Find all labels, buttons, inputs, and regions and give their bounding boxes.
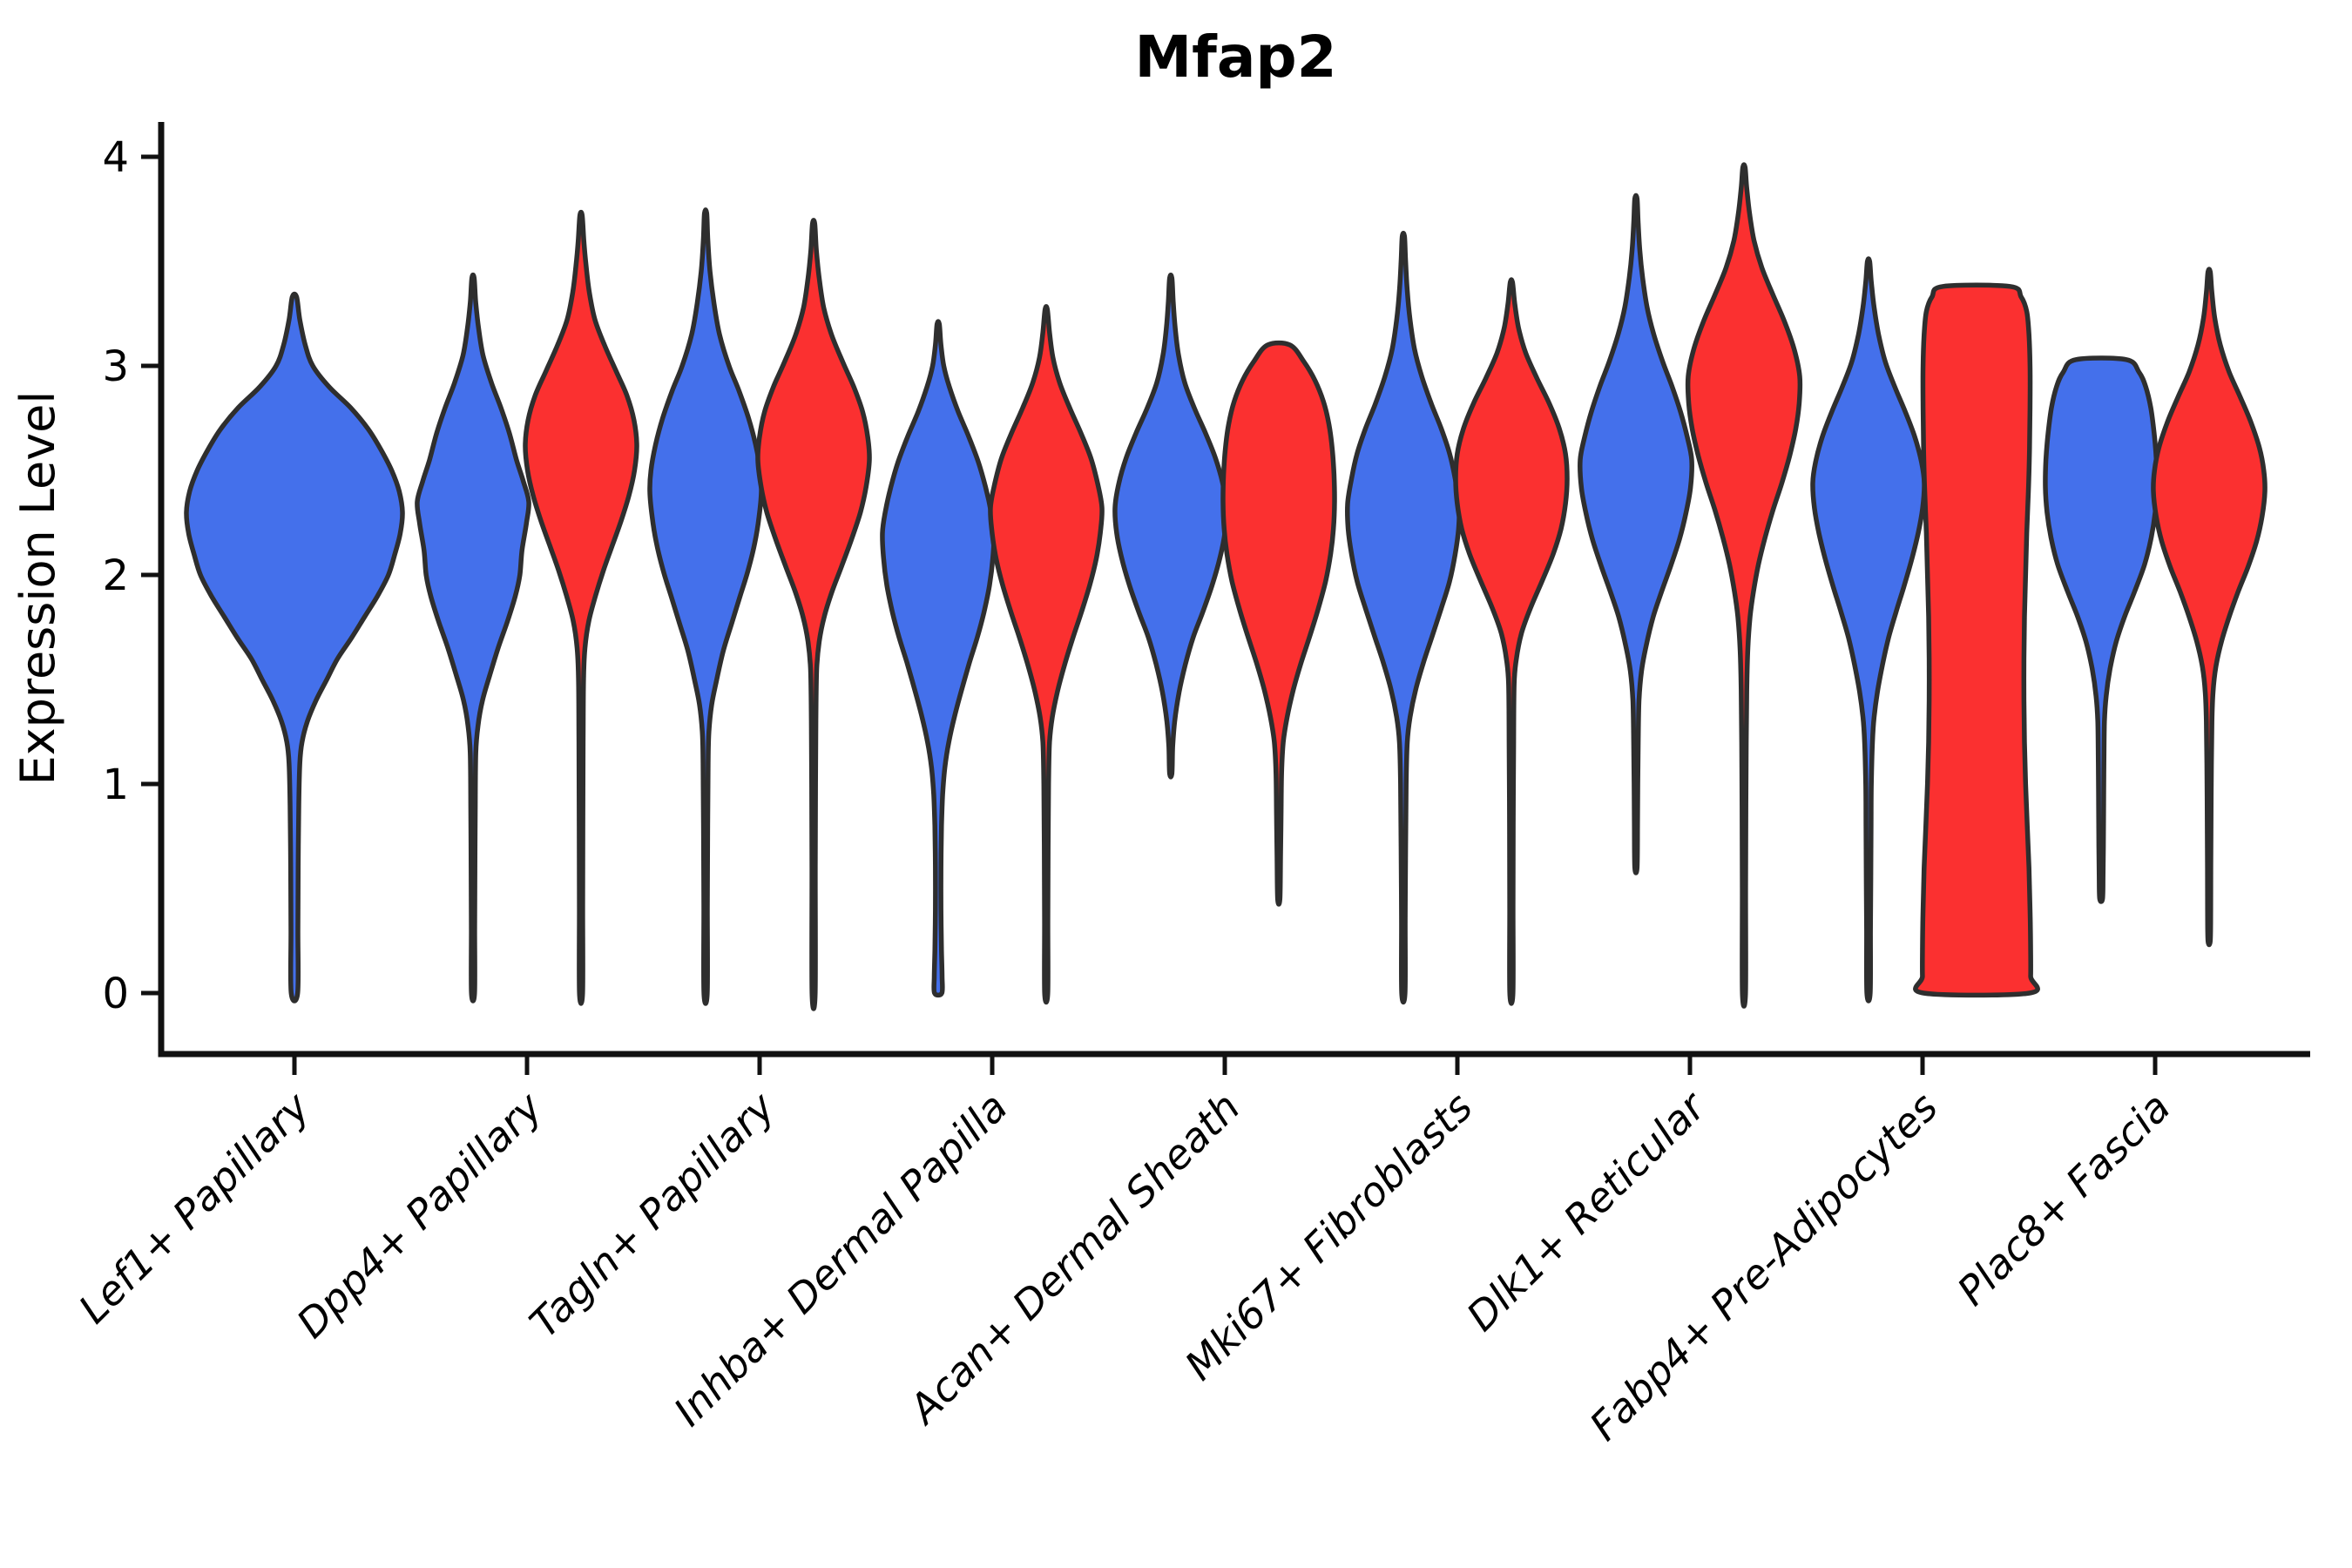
chart-title: Mfap2 (1134, 24, 1336, 91)
axes-spine (158, 122, 2310, 1058)
violin-plac8-fascia-red (2151, 267, 2268, 948)
y-tick-label: 4 (102, 133, 129, 182)
violin-acan-dermal-sheath-blue (1112, 272, 1229, 780)
y-axis-label: Expression Level (10, 391, 65, 786)
violin-inhba-dermal-papilla-blue (880, 319, 997, 998)
x-tick-label-9: Plac8+ Fascia (1948, 1084, 2179, 1315)
violin-mki67-fibroblasts-blue (1344, 230, 1463, 1005)
y-tick-label: 3 (102, 342, 129, 391)
y-tick-label: 2 (102, 551, 129, 600)
violin-dlk1-reticular-blue (1578, 193, 1694, 875)
violin-dlk1-reticular-red (1685, 162, 1803, 1009)
violin-acan-dermal-sheath-red (1220, 340, 1337, 907)
x-tick-label-7: Dlk1+ Reticular (1457, 1081, 1716, 1340)
x-tick-label-3: Tagln+ Papillary (520, 1083, 784, 1347)
violin-dpp4-papillary-red (523, 209, 639, 1006)
violin-plac8-fascia-blue (2043, 355, 2159, 904)
x-tick-label-1: Lef1+ Papillary (70, 1083, 319, 1332)
y-tick-label: 0 (102, 970, 129, 1018)
violin-inhba-dermal-papilla-red (988, 304, 1105, 1005)
violin-mki67-fibroblasts-red (1453, 277, 1570, 1006)
violin-tagln-papillary-red (755, 218, 872, 1011)
violin-fabp4-pre-adipocytes-red (1913, 282, 2040, 998)
violin-fabp4-pre-adipocytes-blue (1810, 256, 1927, 1004)
violin-tagln-papillary-blue (647, 207, 764, 1006)
violin-lef1-papillary-blue (184, 291, 405, 1004)
x-tick-label-2: Dpp4+ Papillary (287, 1083, 551, 1347)
violin-dpp4-papillary-blue (415, 272, 531, 1004)
y-tick-label: 1 (102, 760, 129, 809)
